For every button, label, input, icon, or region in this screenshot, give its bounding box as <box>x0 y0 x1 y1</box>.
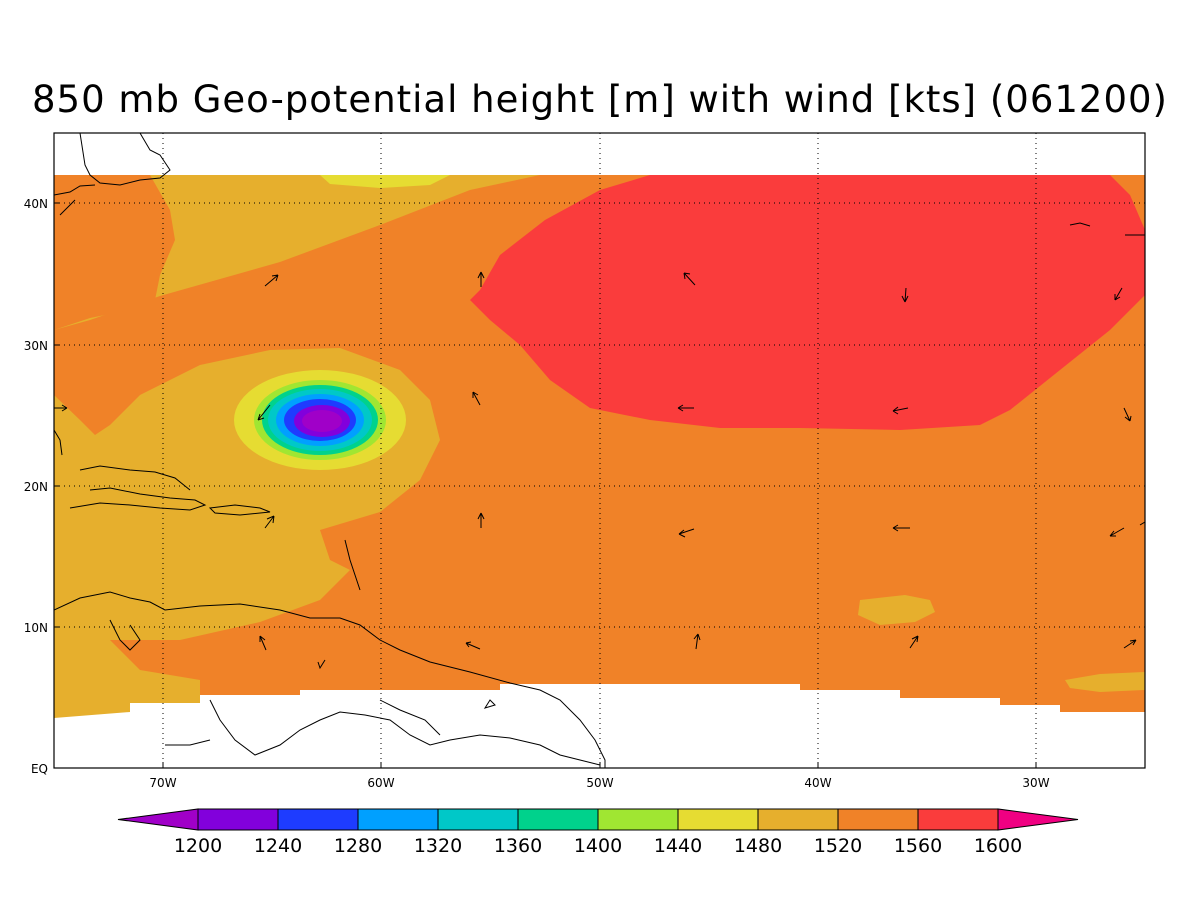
lon-label-60w: 60W <box>367 776 394 790</box>
wind-vector <box>677 404 694 412</box>
colorbar: 1200 1240 1280 1320 1360 1400 1440 1480 1520 1560… <box>117 808 1079 857</box>
wind-vector <box>892 524 910 532</box>
grid-lines <box>54 133 1145 768</box>
colorbar-box <box>757 808 839 831</box>
colorbar-box <box>597 808 679 831</box>
lon-label-40w: 40W <box>804 776 831 790</box>
wind-vector <box>1114 287 1123 301</box>
contour-field <box>54 133 1145 768</box>
colorbar-label: 1600 <box>974 835 1022 857</box>
wind-vectors <box>54 271 1137 651</box>
colorbar-label: 1440 <box>654 835 702 857</box>
colorbar-box <box>357 808 439 831</box>
wind-vector <box>1123 639 1137 649</box>
lat-label-40n: 40N <box>24 197 48 211</box>
lon-label-50w: 50W <box>586 776 613 790</box>
wind-vector <box>683 272 696 286</box>
wind-vector <box>465 641 481 650</box>
wind-vector <box>54 404 68 412</box>
colorbar-label: 1480 <box>734 835 782 857</box>
lat-label-20n: 20N <box>24 480 48 494</box>
colorbar-label: 1280 <box>334 835 382 857</box>
wind-vector <box>1109 527 1125 537</box>
wind-vector <box>477 271 485 287</box>
wind-vector <box>901 287 909 303</box>
wind-vector <box>1123 407 1132 422</box>
lon-label-30w: 30W <box>1022 776 1049 790</box>
lat-label-10n: 10N <box>24 621 48 635</box>
colorbar-box <box>917 808 999 831</box>
wind-vector <box>477 512 485 528</box>
coastlines <box>54 133 1145 768</box>
lat-label-30n: 30N <box>24 339 48 353</box>
lat-labels: 40N 30N 20N 10N EQ <box>24 197 48 776</box>
colorbar-box <box>277 808 359 831</box>
colorbar-label: 1360 <box>494 835 542 857</box>
wind-vector <box>693 633 701 650</box>
colorbar-left-arrow <box>117 808 199 831</box>
colorbar-label: 1240 <box>254 835 302 857</box>
wind-vector <box>259 635 267 651</box>
wind-vector <box>264 515 275 529</box>
field-band-1560-nw <box>54 175 175 330</box>
colorbar-box <box>837 808 919 831</box>
colorbar-right-arrow <box>997 808 1079 831</box>
colorbar-label: 1520 <box>814 835 862 857</box>
wind-vector <box>472 391 481 406</box>
colorbar-box <box>517 808 599 831</box>
colorbar-box <box>677 808 759 831</box>
map-title: 850 mb Geo-potential height [m] with win… <box>32 78 1168 121</box>
field-patch-1520-se <box>1065 672 1145 692</box>
cyclone-1200 <box>302 410 342 432</box>
field-patch-1520-east <box>858 595 935 625</box>
wind-vector <box>892 406 909 415</box>
lon-label-70w: 70W <box>149 776 176 790</box>
colorbar-label: 1200 <box>174 835 222 857</box>
colorbar-box <box>197 808 279 831</box>
colorbar-box <box>437 808 519 831</box>
colorbar-label: 1320 <box>414 835 462 857</box>
axis-ticks <box>54 202 1037 769</box>
lon-labels: 70W 60W 50W 40W 30W <box>149 776 1049 790</box>
wind-vector <box>257 404 271 421</box>
wind-vector <box>909 635 919 649</box>
colorbar-label: 1560 <box>894 835 942 857</box>
wind-vector <box>678 528 695 538</box>
colorbar-label: 1400 <box>574 835 622 857</box>
wind-vector <box>264 274 279 287</box>
field-band-1600 <box>470 175 1145 430</box>
field-patch-1480-top <box>320 175 450 188</box>
lat-label-eq: EQ <box>31 762 48 776</box>
